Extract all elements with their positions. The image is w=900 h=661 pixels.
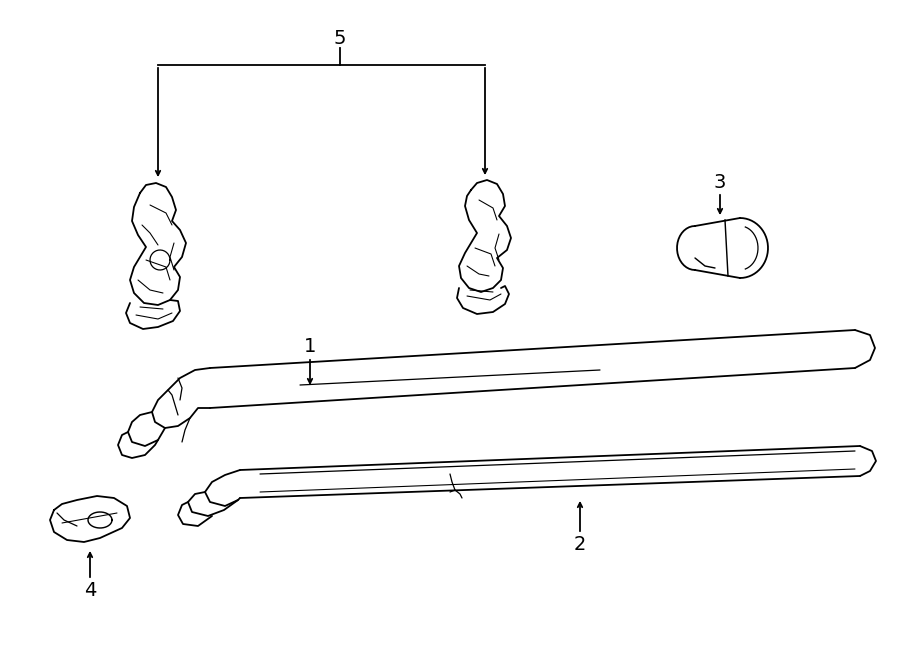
Text: 4: 4: [84, 580, 96, 600]
Text: 1: 1: [304, 338, 316, 356]
Text: 2: 2: [574, 535, 586, 553]
Text: 5: 5: [334, 28, 346, 48]
Text: 3: 3: [714, 173, 726, 192]
